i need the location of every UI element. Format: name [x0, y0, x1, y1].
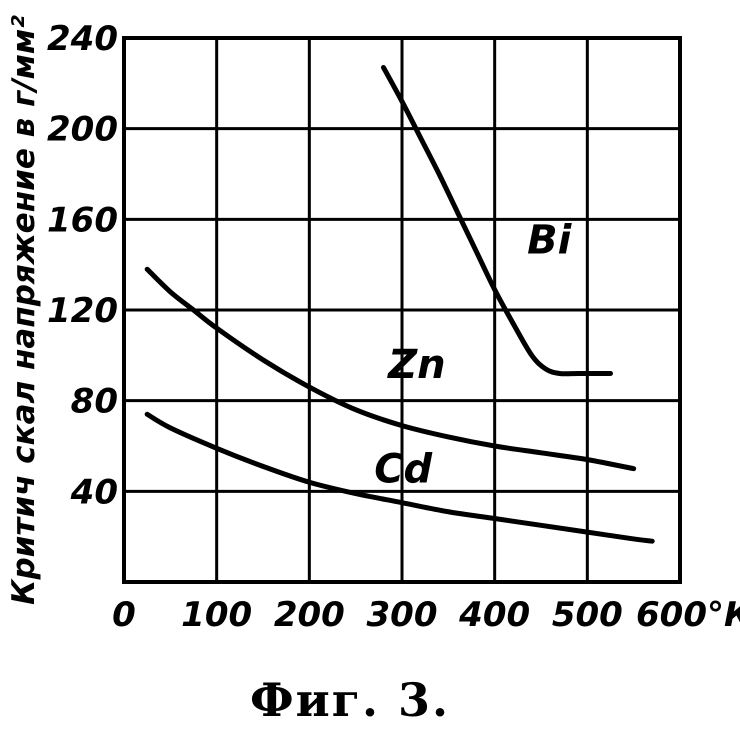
series-label-cd: Cd	[374, 446, 432, 492]
x-tick-label: 0	[112, 595, 136, 635]
x-tick-label: 500	[552, 595, 623, 635]
series-label-bi: Bi	[527, 217, 572, 263]
series-labels: Bi Zn Cd	[374, 217, 572, 492]
y-tick-label: 240	[47, 19, 118, 59]
y-tick-label: 40	[70, 472, 118, 512]
plot-frame	[122, 36, 682, 584]
series-line-bi	[380, 64, 613, 377]
series-line-cd	[144, 411, 655, 544]
figure-caption: Фиг. 3.	[250, 673, 450, 727]
series-line-zn	[144, 266, 637, 472]
x-tick-label: 300	[367, 595, 438, 635]
x-tick-label: 600°К	[636, 595, 740, 635]
y-tick-label: 200	[47, 110, 118, 150]
y-tick-label: 80	[71, 382, 118, 422]
y-tick-label: 160	[47, 200, 118, 240]
curves	[144, 64, 655, 544]
x-tick-label: 100	[181, 595, 252, 635]
y-tick-label: 120	[47, 291, 118, 331]
y-tick-labels: 40 80 120 160 200 240	[47, 19, 118, 512]
x-tick-label: 400	[458, 595, 530, 635]
x-tick-label: 200	[274, 595, 345, 635]
x-tick-labels: 0 100 200 300 400 500 600°К	[112, 595, 740, 635]
y-axis-label: Критич скал напряжение в г/мм²	[6, 15, 42, 605]
series-label-zn: Zn	[386, 342, 445, 388]
grid	[124, 38, 680, 582]
